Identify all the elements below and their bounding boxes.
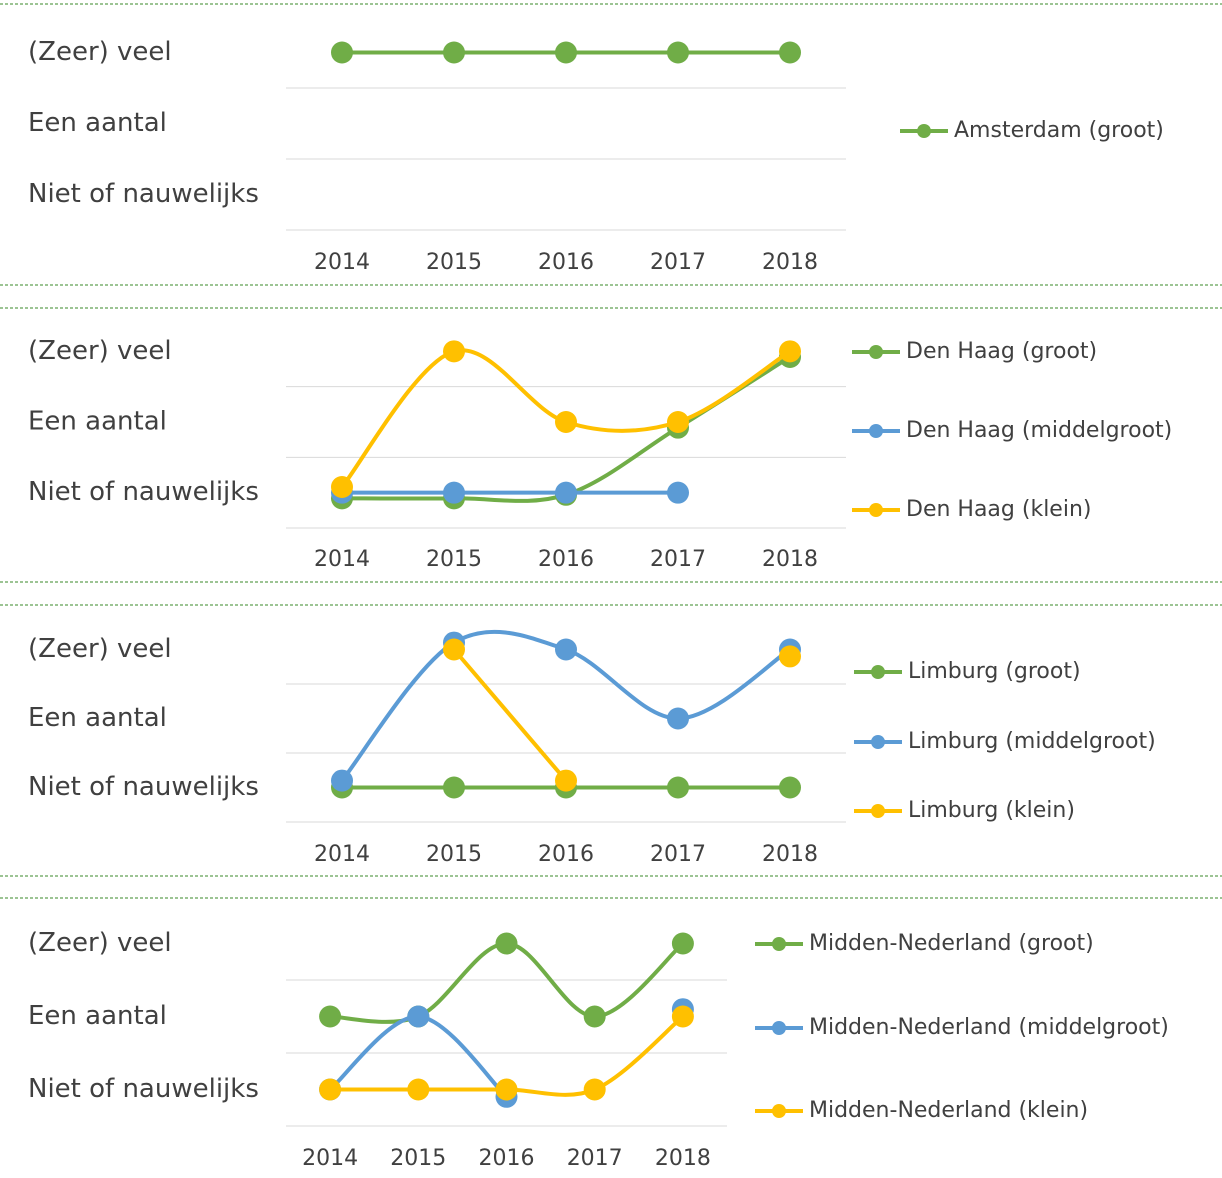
data-point — [671, 1005, 694, 1028]
legend-marker — [772, 1021, 786, 1035]
data-point — [555, 769, 577, 792]
series-line — [330, 941, 685, 1024]
data-point — [407, 1005, 430, 1028]
data-point — [667, 41, 689, 64]
legend-label: Den Haag (klein) — [906, 497, 1092, 522]
data-point — [671, 932, 694, 955]
x-tick-label: 2016 — [479, 1146, 535, 1171]
legend-label: Limburg (middelgroot) — [908, 729, 1156, 754]
data-point — [331, 41, 353, 64]
series-line — [452, 648, 568, 782]
x-tick-label: 2017 — [567, 1146, 623, 1171]
x-tick-label: 2015 — [426, 250, 482, 275]
x-tick-label: 2017 — [650, 842, 706, 867]
legend-label: Limburg (groot) — [908, 659, 1081, 684]
data-point — [495, 932, 518, 955]
data-point — [667, 481, 689, 504]
legend-marker — [869, 345, 883, 359]
y-tick-label: Een aantal — [28, 407, 167, 437]
data-point — [319, 1005, 342, 1028]
x-tick-label: 2015 — [426, 842, 482, 867]
data-point — [495, 1078, 518, 1101]
y-tick-label: (Zeer) veel — [28, 634, 172, 664]
data-point — [555, 41, 577, 64]
legend-marker — [871, 804, 885, 818]
data-point — [779, 776, 801, 799]
legend-label: Midden-Nederland (klein) — [809, 1098, 1088, 1123]
y-tick-label: Een aantal — [28, 703, 167, 733]
y-tick-label: (Zeer) veel — [28, 928, 172, 958]
x-tick-label: 2014 — [314, 842, 370, 867]
data-point — [319, 1078, 342, 1101]
data-point — [443, 41, 465, 64]
legend-marker — [869, 424, 883, 438]
y-tick-label: (Zeer) veel — [28, 37, 172, 67]
data-point — [443, 340, 465, 363]
legend-marker — [869, 503, 883, 517]
data-point — [583, 1078, 606, 1101]
legend-label: Midden-Nederland (middelgroot) — [809, 1015, 1169, 1040]
legend-marker — [871, 665, 885, 679]
x-tick-label: 2014 — [314, 547, 370, 572]
data-point — [331, 476, 353, 499]
data-point — [779, 41, 801, 64]
legend-marker — [772, 937, 786, 951]
x-tick-label: 2018 — [762, 547, 818, 572]
legend-label: Midden-Nederland (groot) — [809, 931, 1094, 956]
y-tick-label: Niet of nauwelijks — [28, 179, 259, 209]
y-tick-label: Een aantal — [28, 1001, 167, 1031]
legend-marker — [871, 735, 885, 749]
y-tick-label: Niet of nauwelijks — [28, 477, 259, 507]
legend-marker — [772, 1104, 786, 1118]
data-point — [443, 776, 465, 799]
x-tick-label: 2014 — [314, 250, 370, 275]
y-tick-label: (Zeer) veel — [28, 336, 172, 366]
legend-label: Amsterdam (groot) — [954, 118, 1164, 143]
data-point — [407, 1078, 430, 1101]
legend-label: Den Haag (groot) — [906, 339, 1097, 364]
data-point — [555, 411, 577, 433]
data-point — [331, 769, 353, 792]
data-point — [443, 638, 465, 661]
x-tick-label: 2014 — [302, 1146, 358, 1171]
y-tick-label: Niet of nauwelijks — [28, 1074, 259, 1104]
data-point — [555, 638, 577, 661]
data-point — [667, 411, 689, 433]
data-point — [583, 1005, 606, 1028]
x-tick-label: 2017 — [650, 547, 706, 572]
data-point — [779, 645, 801, 668]
data-point — [779, 340, 801, 363]
data-point — [555, 481, 577, 504]
data-point — [667, 707, 689, 730]
legend-label: Limburg (klein) — [908, 798, 1075, 823]
legend-label: Den Haag (middelgroot) — [906, 418, 1172, 443]
x-tick-label: 2016 — [538, 842, 594, 867]
x-tick-label: 2015 — [390, 1146, 446, 1171]
x-tick-label: 2017 — [650, 250, 706, 275]
y-tick-label: Niet of nauwelijks — [28, 772, 259, 802]
x-tick-label: 2015 — [426, 547, 482, 572]
x-tick-label: 2016 — [538, 547, 594, 572]
y-tick-label: Een aantal — [28, 108, 167, 138]
x-tick-label: 2016 — [538, 250, 594, 275]
x-tick-label: 2018 — [655, 1146, 711, 1171]
data-point — [443, 481, 465, 504]
data-point — [667, 776, 689, 799]
x-tick-label: 2018 — [762, 250, 818, 275]
x-tick-label: 2018 — [762, 842, 818, 867]
legend-marker — [917, 124, 931, 138]
